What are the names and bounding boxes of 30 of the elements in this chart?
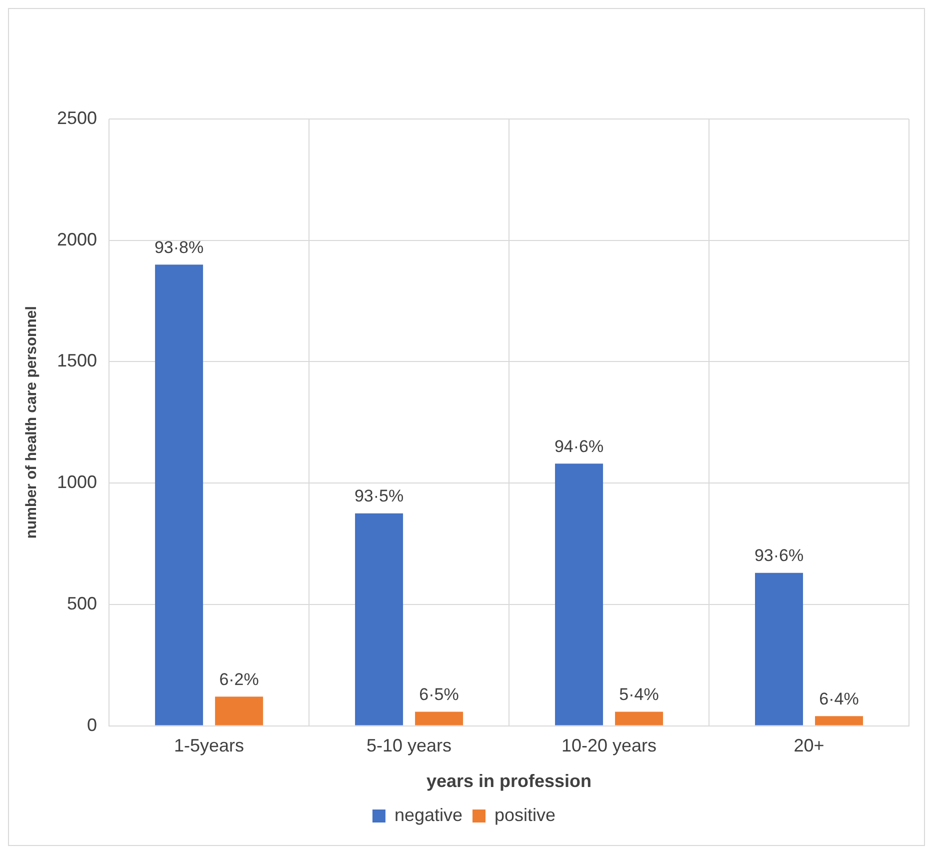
y-tick-label: 1500 xyxy=(56,350,98,371)
legend-label: negative xyxy=(394,804,463,825)
x-tick-label: 1-5years xyxy=(174,736,244,756)
y-tick-label: 500 xyxy=(66,593,98,614)
annotation: 5·4% xyxy=(619,684,659,704)
annotation: 6·2% xyxy=(219,670,259,689)
bar xyxy=(815,716,864,726)
annotation: 93·8% xyxy=(154,238,204,257)
bar xyxy=(615,712,664,726)
annotation: 6·5% xyxy=(419,684,459,704)
x-tick-label: 20+ xyxy=(794,736,824,756)
y-tick-label: 2500 xyxy=(56,108,98,128)
bar xyxy=(415,712,464,726)
bar xyxy=(555,464,604,726)
x-tick-label: 5-10 years xyxy=(366,736,452,756)
y-tick-label: 1000 xyxy=(56,472,98,492)
bar xyxy=(355,513,404,726)
bar xyxy=(215,696,264,726)
annotation: 93·5% xyxy=(354,486,404,506)
bar xyxy=(155,264,204,726)
legend-label: positive xyxy=(494,804,556,825)
x-tick-label: 10-20 years xyxy=(561,736,657,756)
annotation: 94·6% xyxy=(554,436,604,456)
x-axis-title: years in profession xyxy=(426,771,592,792)
y-tick-label: 0 xyxy=(87,714,98,735)
y-axis-title: number of health care personnel xyxy=(23,306,40,539)
bar xyxy=(755,572,804,726)
y-tick-label: 2000 xyxy=(56,229,98,250)
annotation: 6·4% xyxy=(819,689,859,708)
annotation: 93·6% xyxy=(754,546,804,566)
